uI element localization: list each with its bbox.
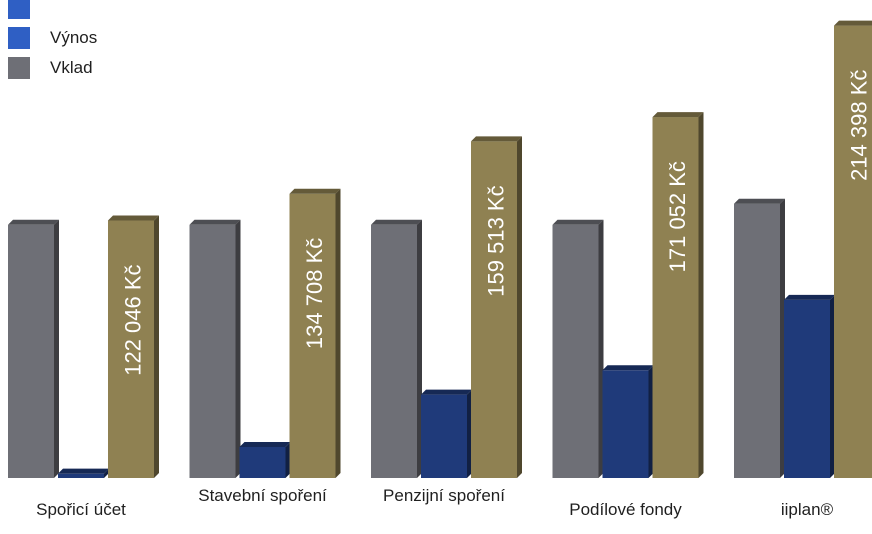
bar-vynos <box>239 441 291 478</box>
bar-total <box>108 215 159 478</box>
bar-vklad <box>371 219 422 478</box>
legend-swatch-top <box>8 0 30 19</box>
data-label: 159 513 Kč <box>484 185 509 296</box>
data-label: 214 398 Kč <box>847 70 872 181</box>
category-label: Podílové fondy <box>569 500 682 519</box>
bar-vynos <box>784 294 835 478</box>
bar-vklad <box>189 219 241 478</box>
legend-item-top <box>8 0 97 20</box>
bar-vynos <box>58 468 109 478</box>
category-label: Stavební spoření <box>198 486 327 505</box>
bar-vynos <box>421 389 472 478</box>
legend-swatch-vklad <box>8 57 30 79</box>
legend: Výnos Vklad <box>8 0 97 86</box>
legend-item-vklad: Vklad <box>8 56 97 80</box>
bar-vklad <box>734 198 785 478</box>
bar-total <box>652 112 704 479</box>
bar-vklad <box>552 219 604 478</box>
legend-label-vynos: Výnos <box>50 28 98 47</box>
data-label: 171 052 Kč <box>665 161 690 272</box>
legend-swatch-vynos <box>8 27 30 49</box>
bar-vklad <box>8 219 59 478</box>
bar-total <box>471 136 522 478</box>
category-label: Penzijní spoření <box>383 486 505 505</box>
category-label: iiplan® <box>780 500 834 519</box>
legend-item-vynos: Výnos <box>8 26 97 50</box>
data-label: 122 046 Kč <box>121 264 146 375</box>
category-label: Spořicí účet <box>36 500 126 519</box>
bar-total <box>834 20 872 478</box>
data-label: 134 708 Kč <box>302 238 327 349</box>
bar-vynos <box>602 365 654 478</box>
legend-label-vklad: Vklad <box>50 58 93 77</box>
bar-total <box>289 188 341 478</box>
